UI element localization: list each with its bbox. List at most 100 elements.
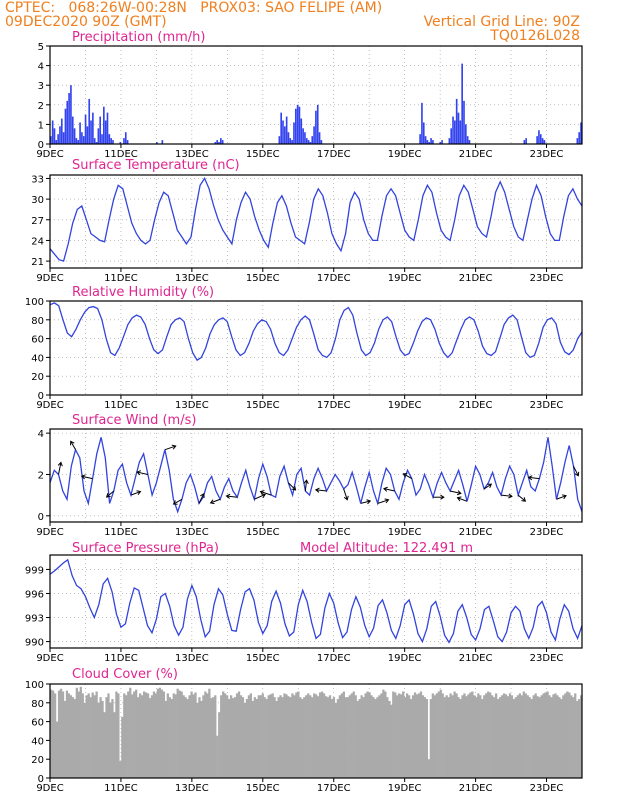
wind-vector-head [209,499,215,505]
precip-bar [70,85,72,144]
cloud-bar [566,691,569,778]
precip-bar [448,138,451,144]
cloud-bar [251,700,255,778]
wind-vector-head [384,498,390,504]
cloud-bar [293,695,296,778]
cloud-bar [388,700,391,778]
precip-bar [86,126,89,144]
cloud-bar [137,697,140,778]
cloud-bar [277,697,280,778]
panel-3-title: Surface Wind (m/s) [72,413,196,428]
cloud-bar [344,697,347,778]
panel-3-ytick-label: 2 [38,470,44,481]
panel-2-xtick-label: 11DEC [104,400,138,411]
precip-bar [450,128,453,144]
cloud-bar [362,697,365,778]
cloud-bar [188,695,191,778]
wind-vector-head [303,479,309,485]
precip-bar [302,128,304,144]
panel-2-ytick-label: 60 [31,335,44,346]
panel-5-xtick-label: 21DEC [459,783,493,794]
cloud-bar [265,699,268,778]
cloud-bar [354,695,357,778]
cloud-bar [198,697,201,778]
precip-bar [57,134,59,144]
precip-bar [73,128,76,144]
panel-2-xtick-label: 13DEC [175,400,209,411]
cloud-bar [257,695,260,778]
precip-bar [53,128,56,144]
cloud-bar [338,695,342,778]
cloud-bar [443,697,446,778]
cloud-bar [437,691,440,778]
cloud-bar [192,694,195,778]
precip-bar [426,140,429,144]
wind-vector-head [366,499,372,505]
precip-bar [293,122,295,144]
cloud-bar [574,693,577,778]
cloud-bar [180,691,183,778]
cloud-bar [562,695,565,778]
wind-vector [254,494,266,500]
cloud-bar [546,691,549,778]
cloud-bar [289,697,292,778]
panel-1-ytick-label: 33 [31,174,44,185]
cloud-bar [526,695,529,778]
cloud-bar [285,694,288,778]
cloud-bar [576,700,579,778]
wind-vector-head [70,440,75,446]
panel-1-ytick-label: 30 [31,195,44,206]
cloud-bar [380,693,383,778]
cloud-bar [530,699,533,778]
cloud-bar [73,699,77,778]
precip-bar [463,100,465,144]
wind-vector-head [105,493,111,498]
precip-bar [311,136,314,144]
cloud-bar [156,688,160,778]
precip-bar [97,128,100,144]
cloud-bar [206,693,209,778]
cloud-bar [564,693,567,778]
precip-bar [428,142,431,144]
cloud-bar [313,693,316,778]
header-line1: CPTEC: 068:26W-00:28N PROX03: SAO FELIPE… [5,0,383,16]
cloud-bar [59,688,63,778]
wind-vector-head [171,444,177,450]
cloud-bar [204,691,207,778]
cloud-bar [79,686,82,778]
cloud-bar [50,689,53,778]
cloud-bar [475,697,478,778]
precip-bar [430,138,432,144]
cloud-bar [220,695,223,778]
cloud-bar [358,699,361,778]
precip-bar [110,138,112,144]
cloud-bar [233,697,237,778]
cloud-bar [552,694,555,778]
cloud-bar [309,695,312,778]
precip-bar [77,140,80,144]
cloud-bar [386,697,389,778]
precip-bar [452,116,454,144]
cloud-bar [457,697,460,778]
panel-2-ytick-label: 100 [25,297,44,308]
panel-3-xtick-label: 19DEC [388,527,422,538]
precip-bar [282,120,284,144]
wind-vector [70,441,76,450]
cloud-bar [392,691,395,778]
cloud-bar [364,693,367,778]
wind-vector [136,471,148,475]
cloud-bar [336,699,340,778]
cloud-bar [467,694,470,778]
panel-4-xtick-label: 15DEC [246,653,280,664]
cloud-bar [83,702,86,778]
wind-vector-head [200,492,205,498]
cloud-bar [113,712,116,778]
cloud-bar [544,692,547,778]
wind-vector-head [314,487,320,493]
panel-5-ytick-label: 100 [25,680,44,691]
precip-bar [92,112,94,144]
cloud-bar [138,693,142,778]
cloud-bar [65,690,69,778]
precip-bar [106,112,109,144]
cloud-bar [429,699,432,778]
